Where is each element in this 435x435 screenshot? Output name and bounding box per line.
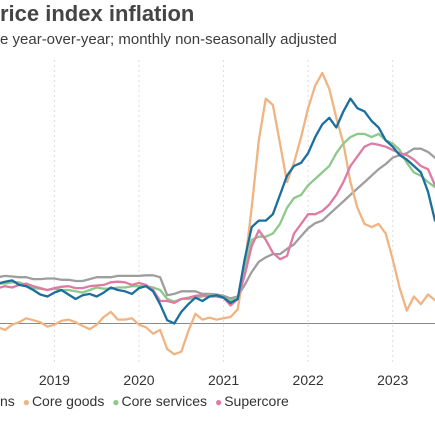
legend-dot-icon: ●: [112, 395, 120, 409]
series-line: [0, 97, 435, 325]
series-line: [0, 147, 435, 300]
legend-item-core-goods: ● Core goods: [23, 391, 105, 412]
x-tick-label: 2022: [293, 372, 324, 388]
legend-label: Core goods: [31, 393, 105, 409]
legend-label: ns: [0, 393, 15, 409]
x-tick-label: 2021: [208, 372, 239, 388]
legend-item-truncated: ns: [0, 391, 15, 411]
series-line-core-goods: [0, 71, 435, 356]
x-tick-label: 2023: [377, 372, 408, 388]
legend-label: Supercore: [224, 393, 289, 409]
legend-dot-icon: ●: [22, 395, 30, 409]
chart-legend: ns ● Core goods ● Core services ● Supercore: [0, 391, 435, 412]
chart-title: rice index inflation: [0, 1, 195, 26]
x-tick-label: 2020: [123, 372, 154, 388]
line-chart: 2019 2020 2021 2022 2023: [0, 60, 435, 388]
chart-subtitle: e year-over-year; monthly non-seasonally…: [0, 31, 337, 48]
x-tick-label: 2019: [39, 372, 70, 388]
series-line-supercore: [0, 142, 435, 307]
legend-label: Core services: [121, 393, 208, 409]
series-line-core-services: [0, 132, 435, 303]
legend-dot-icon: ●: [214, 395, 223, 409]
legend-item-supercore: ● Supercore: [215, 391, 289, 412]
legend-item-core-services: ● Core services: [112, 391, 207, 412]
